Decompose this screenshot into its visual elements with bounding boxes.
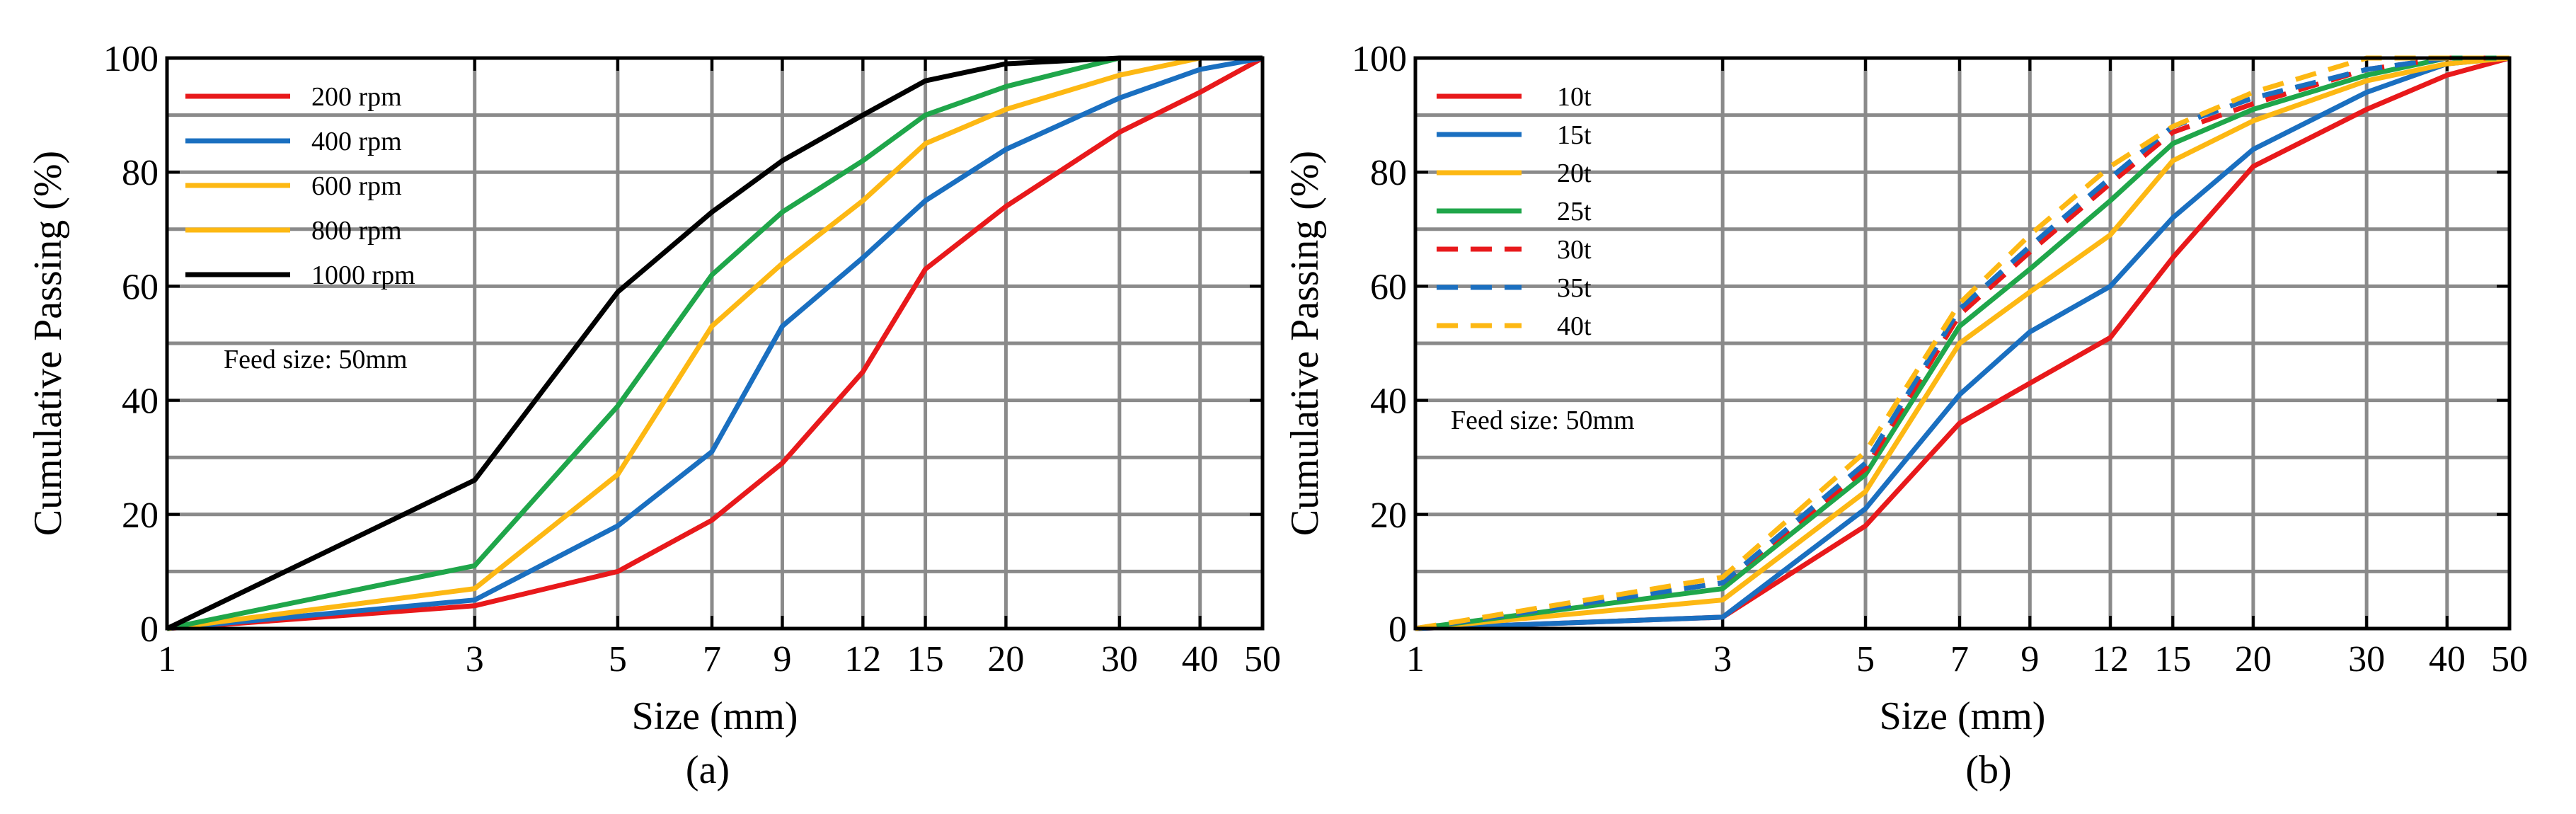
y-tick-label: 80 bbox=[1370, 153, 1407, 193]
y-tick-label: 20 bbox=[1370, 495, 1407, 536]
x-tick-label: 1 bbox=[158, 639, 176, 680]
axes-frame bbox=[165, 56, 1265, 631]
y-tick-label: 40 bbox=[122, 382, 159, 422]
x-tick-label: 40 bbox=[2429, 639, 2466, 680]
legend-label: 25t bbox=[1557, 197, 1592, 227]
legend-label: 10t bbox=[1557, 82, 1592, 112]
y-tick-label: 80 bbox=[122, 153, 159, 193]
legend-label: 15t bbox=[1557, 120, 1592, 150]
panel-label: (b) bbox=[1965, 748, 2011, 792]
x-tick-label: 20 bbox=[987, 639, 1024, 680]
x-tick-label: 7 bbox=[1950, 639, 1969, 680]
x-tick-label: 3 bbox=[1713, 639, 1732, 680]
legend-label: 200 rpm bbox=[311, 82, 402, 112]
x-tick-label: 30 bbox=[1101, 639, 1138, 680]
x-tick-label: 20 bbox=[2235, 639, 2272, 680]
feed-size-annotation: Feed size: 50mm bbox=[224, 345, 408, 374]
y-tick-label: 100 bbox=[1352, 39, 1407, 79]
legend: 200 rpm 400 rpm 600 rpm 800 rpm 1000 rpm bbox=[185, 82, 415, 290]
feed-size-annotation: Feed size: 50mm bbox=[1451, 406, 1635, 435]
x-tick-label: 40 bbox=[1182, 639, 1219, 680]
y-tick-label: 40 bbox=[1370, 382, 1407, 422]
panel-a: 1 3 5 7 9 12 15 20 30 40 50 0 20 40 60 80 100 Size (mm) Cu… bbox=[26, 39, 1281, 792]
series-line-600-rpm bbox=[166, 55, 1263, 631]
x-tick-label: 50 bbox=[2491, 639, 2528, 680]
y-tick-label: 60 bbox=[1370, 267, 1407, 307]
y-tick-label: 0 bbox=[140, 609, 159, 650]
y-axis-label: Cumulative Passing (%) bbox=[26, 151, 70, 536]
legend-label: 1000 rpm bbox=[311, 260, 415, 290]
legend-label: 800 rpm bbox=[311, 216, 402, 246]
x-tick-label: 9 bbox=[2020, 639, 2039, 680]
legend-label: 20t bbox=[1557, 159, 1592, 188]
series-line-20t bbox=[1415, 55, 2510, 631]
x-tick-label: 15 bbox=[2154, 639, 2191, 680]
x-tick-label: 5 bbox=[1856, 639, 1875, 680]
series-line-400-rpm bbox=[166, 55, 1263, 631]
x-tick-label: 7 bbox=[703, 639, 721, 680]
panel-label: (a) bbox=[686, 748, 730, 792]
legend-label: 600 rpm bbox=[311, 171, 402, 201]
legend-label: 30t bbox=[1557, 235, 1592, 265]
y-tick-label: 100 bbox=[103, 39, 159, 79]
x-axis-label: Size (mm) bbox=[1880, 694, 2046, 738]
axes-frame bbox=[1413, 56, 2512, 631]
series-line-25t bbox=[1415, 55, 2509, 631]
series-line-15t bbox=[1415, 55, 2510, 631]
series-line-10t bbox=[1415, 55, 2510, 631]
x-tick-label: 1 bbox=[1406, 639, 1425, 680]
series-line-200-rpm bbox=[166, 55, 1264, 631]
series-group bbox=[1415, 55, 2510, 631]
x-tick-label: 30 bbox=[2348, 639, 2385, 680]
x-tick-label: 15 bbox=[907, 639, 944, 680]
legend: 10t 15t 20t 25t 30t 35t 40t bbox=[1437, 82, 1592, 341]
y-tick-label: 20 bbox=[122, 495, 159, 536]
legend-label: 40t bbox=[1557, 311, 1592, 341]
y-tick-label: 60 bbox=[122, 267, 159, 307]
panel-b: 1 3 5 7 9 12 15 20 30 40 50 0 20 40 60 80 100 Size (mm) Cu… bbox=[1283, 39, 2528, 792]
x-tick-label: 5 bbox=[609, 639, 627, 680]
x-tick-label: 50 bbox=[1244, 639, 1281, 680]
x-tick-label: 12 bbox=[2092, 639, 2129, 680]
x-axis-label: Size (mm) bbox=[632, 694, 798, 738]
y-axis-label: Cumulative Passing (%) bbox=[1283, 151, 1327, 536]
x-tick-label: 9 bbox=[773, 639, 791, 680]
y-tick-label: 0 bbox=[1388, 609, 1407, 650]
legend-label: 35t bbox=[1557, 273, 1592, 303]
x-tick-label: 3 bbox=[466, 639, 484, 680]
legend-label: 400 rpm bbox=[311, 127, 402, 156]
x-tick-label: 12 bbox=[844, 639, 881, 680]
